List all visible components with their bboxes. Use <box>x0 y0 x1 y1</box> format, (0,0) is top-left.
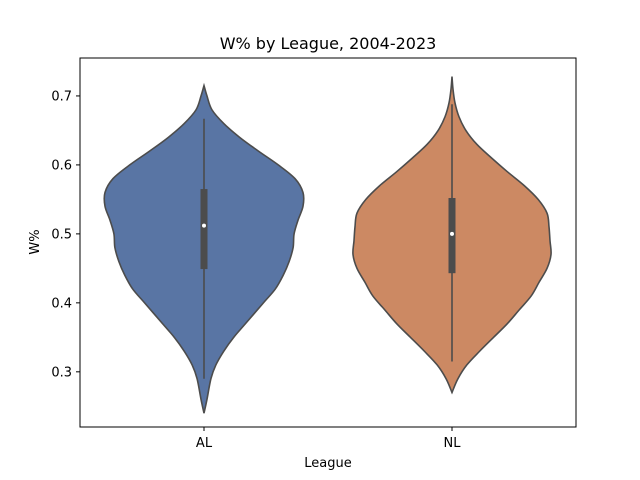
violins-group <box>103 76 552 414</box>
median-dot-al <box>202 223 206 228</box>
plot-frame <box>79 57 577 428</box>
x-tick-label: AL <box>196 436 213 451</box>
y-axis-label: W% <box>28 229 43 254</box>
x-tick-label: NL <box>444 436 462 451</box>
y-axis: 0.3 0.4 0.5 0.6 0.7 <box>51 89 80 380</box>
iqr-box-al <box>200 189 208 270</box>
y-tick-label: 0.6 <box>51 158 72 173</box>
y-tick-label: 0.3 <box>51 365 72 380</box>
y-tick-label: 0.4 <box>51 296 72 311</box>
x-axis-label: League <box>304 456 351 471</box>
y-tick-label: 0.7 <box>51 89 72 104</box>
chart-title: W% by League, 2004-2023 <box>220 34 437 53</box>
y-tick-label: 0.5 <box>51 227 72 242</box>
x-axis: AL NL <box>196 427 461 451</box>
median-dot-nl <box>450 231 454 236</box>
